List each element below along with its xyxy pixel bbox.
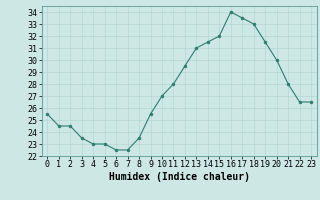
- X-axis label: Humidex (Indice chaleur): Humidex (Indice chaleur): [109, 172, 250, 182]
